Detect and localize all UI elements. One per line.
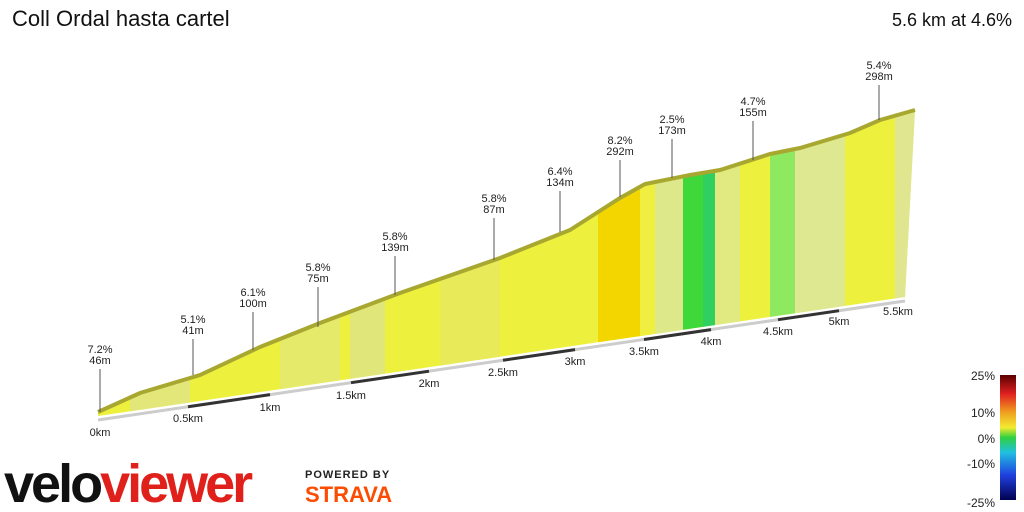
scale-label: -25%	[967, 496, 995, 510]
summary: 5.6 km at 4.6%	[892, 10, 1012, 30]
distance-label: 3.5km	[629, 346, 659, 358]
annotation-grade: 6.1%	[240, 287, 265, 299]
annotation-length: 298m	[865, 71, 893, 83]
distance-label: 0.5km	[173, 413, 203, 425]
annotation-grade: 5.4%	[866, 60, 891, 72]
distance-label: 4km	[701, 336, 722, 348]
scale-label: 0%	[978, 432, 996, 446]
annotation-length: 87m	[483, 204, 504, 216]
annotation-grade: 5.8%	[481, 193, 506, 205]
scale-label: -10%	[967, 457, 995, 471]
annotation-length: 134m	[546, 177, 574, 189]
distance-label: 3km	[565, 356, 586, 368]
annotation-length: 46m	[89, 355, 110, 367]
title: Coll Ordal hasta cartel	[12, 6, 230, 31]
annotation-length: 155m	[739, 107, 767, 119]
distance-label: 4.5km	[763, 326, 793, 338]
distance-label: 2km	[419, 378, 440, 390]
color-scale	[1000, 375, 1016, 500]
axis-segment	[643, 328, 712, 341]
annotation-length: 173m	[658, 125, 686, 137]
strava: STRAVA	[305, 482, 392, 507]
annotation-grade: 5.1%	[180, 314, 205, 326]
profile-top	[97, 108, 916, 414]
annotation-length: 292m	[606, 146, 634, 158]
annotations: 7.2%46m5.1%41m6.1%100m5.8%75m5.8%139m5.8…	[87, 60, 893, 412]
powered-by: POWERED BY	[305, 469, 390, 481]
annotation-grade: 2.5%	[659, 114, 684, 126]
annotation-length: 139m	[381, 242, 409, 254]
distance-label: 5.5km	[883, 306, 913, 318]
distance-label: 1km	[260, 402, 281, 414]
logo: veloviewer	[4, 454, 253, 512]
annotation-grade: 6.4%	[547, 166, 572, 178]
distance-label: 2.5km	[488, 367, 518, 379]
scale-label: 25%	[971, 369, 995, 383]
axis-segment	[777, 309, 840, 322]
annotation-grade: 5.8%	[382, 231, 407, 243]
annotation-grade: 8.2%	[607, 135, 632, 147]
axis-segment	[187, 393, 271, 409]
annotation-length: 100m	[239, 298, 267, 310]
logo-dark: velo	[4, 454, 101, 512]
axis-segment	[502, 348, 576, 362]
distance-label: 5km	[829, 316, 850, 328]
axis-segment	[350, 369, 430, 385]
distance-label: 0km	[90, 427, 111, 439]
annotation-grade: 7.2%	[87, 344, 112, 356]
logo-red: viewer	[100, 454, 253, 512]
distance-label: 1.5km	[336, 390, 366, 402]
color-scale-labels: 25% 10% 0% -10% -25%	[967, 369, 995, 510]
annotation-length: 41m	[182, 325, 203, 337]
annotation-length: 75m	[307, 273, 328, 285]
annotation-grade: 4.7%	[740, 96, 765, 108]
annotation-grade: 5.8%	[305, 262, 330, 274]
distance-axis: 0km 0.5km 1km 1.5km 2km 2.5km 3km 3.5km 4km 4.5km…	[90, 299, 913, 439]
scale-label: 10%	[971, 406, 995, 420]
